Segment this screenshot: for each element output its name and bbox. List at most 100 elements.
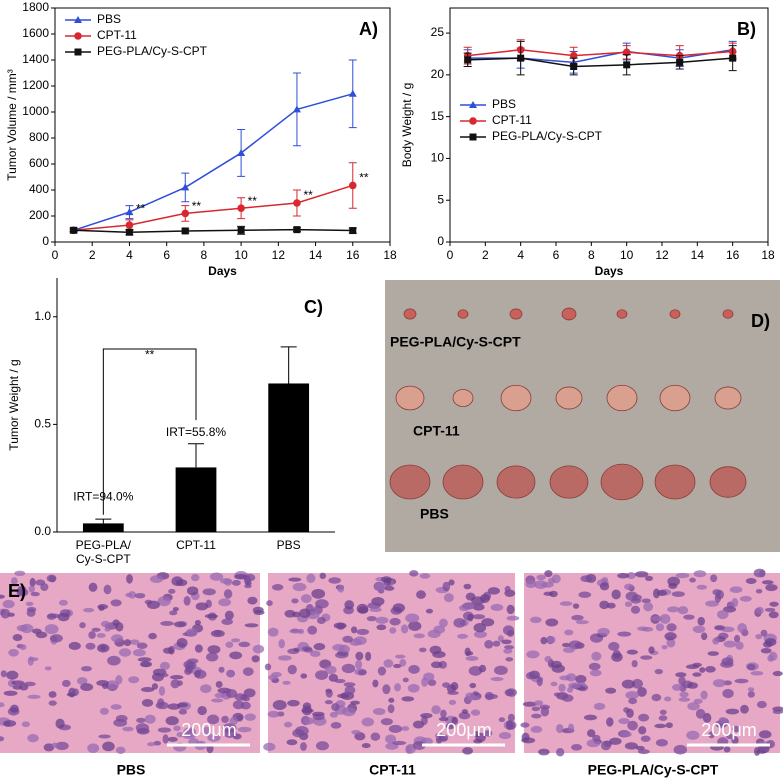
cell bbox=[315, 741, 329, 751]
cell bbox=[157, 698, 165, 708]
cell bbox=[160, 621, 174, 627]
cell bbox=[506, 615, 520, 621]
cell bbox=[671, 683, 683, 691]
cell bbox=[221, 618, 233, 626]
cell bbox=[561, 642, 571, 648]
cell bbox=[536, 574, 546, 581]
cell bbox=[291, 598, 299, 604]
x-tick-label: 18 bbox=[383, 248, 397, 262]
cell bbox=[195, 602, 209, 611]
cell bbox=[425, 608, 434, 614]
x-tick-label: 0 bbox=[447, 248, 454, 262]
cell bbox=[617, 631, 632, 637]
cell bbox=[761, 580, 774, 585]
cell bbox=[568, 682, 582, 689]
cell bbox=[35, 579, 46, 586]
cell bbox=[312, 711, 325, 717]
cell bbox=[6, 670, 19, 680]
cell bbox=[443, 593, 454, 603]
cell bbox=[350, 626, 358, 634]
cell bbox=[408, 664, 420, 674]
cell bbox=[0, 594, 5, 599]
cell bbox=[288, 577, 302, 582]
cell bbox=[442, 581, 451, 592]
cell bbox=[725, 708, 740, 715]
cell bbox=[311, 588, 326, 599]
cell bbox=[722, 688, 734, 699]
cell bbox=[451, 716, 459, 725]
cell bbox=[695, 708, 706, 719]
cell bbox=[87, 743, 100, 753]
cell bbox=[331, 703, 340, 712]
cell bbox=[461, 603, 476, 610]
error-bar bbox=[95, 518, 112, 524]
marker bbox=[469, 117, 477, 125]
cell bbox=[747, 663, 756, 671]
cell bbox=[68, 641, 81, 650]
cell bbox=[380, 718, 393, 726]
x-tick-label: 4 bbox=[126, 248, 133, 262]
cell bbox=[654, 723, 667, 729]
cell bbox=[733, 634, 741, 643]
cell bbox=[272, 584, 284, 591]
cell bbox=[509, 721, 516, 730]
marker bbox=[729, 54, 737, 62]
cell bbox=[222, 723, 237, 733]
legend-label: PBS bbox=[492, 97, 516, 111]
cell bbox=[356, 628, 370, 635]
cell bbox=[110, 634, 124, 643]
y-axis-label: Body Weight / g bbox=[400, 83, 414, 168]
cell bbox=[134, 592, 146, 599]
cell bbox=[218, 666, 225, 673]
cell bbox=[624, 601, 633, 608]
cell bbox=[244, 713, 256, 721]
cell bbox=[278, 639, 285, 649]
cell bbox=[112, 619, 120, 626]
panel-label: D) bbox=[751, 311, 770, 331]
cell bbox=[333, 622, 347, 629]
cell bbox=[609, 737, 622, 745]
cell bbox=[370, 732, 381, 741]
y-tick-label: 400 bbox=[29, 182, 49, 196]
cell bbox=[2, 599, 15, 609]
cell bbox=[431, 705, 441, 715]
cell bbox=[498, 717, 506, 723]
cell bbox=[12, 633, 23, 642]
cell bbox=[606, 717, 614, 727]
cell bbox=[504, 645, 514, 650]
cell bbox=[48, 575, 57, 583]
cell bbox=[387, 704, 395, 714]
cell bbox=[148, 632, 157, 640]
cell bbox=[242, 667, 254, 676]
cell bbox=[666, 638, 676, 648]
cell bbox=[762, 641, 773, 648]
cell bbox=[667, 606, 680, 613]
cell bbox=[286, 739, 298, 746]
marker bbox=[74, 48, 82, 56]
cell bbox=[0, 736, 5, 742]
cell bbox=[756, 700, 767, 709]
cell bbox=[17, 585, 27, 596]
tumor bbox=[561, 307, 577, 321]
cell bbox=[389, 617, 401, 626]
cell bbox=[470, 709, 481, 716]
cell bbox=[683, 614, 695, 620]
cell bbox=[740, 704, 749, 714]
cell bbox=[267, 710, 280, 718]
cell bbox=[402, 677, 409, 683]
cell bbox=[737, 623, 747, 633]
cell bbox=[562, 647, 575, 653]
cell bbox=[251, 655, 260, 663]
cell bbox=[96, 633, 106, 638]
cell bbox=[747, 690, 755, 698]
tumor bbox=[669, 309, 681, 319]
cell bbox=[392, 740, 407, 746]
cell bbox=[621, 731, 632, 738]
cell bbox=[686, 730, 700, 740]
cell bbox=[229, 651, 243, 660]
cell bbox=[105, 680, 119, 690]
cell bbox=[8, 648, 19, 657]
cell bbox=[366, 616, 377, 622]
cell bbox=[522, 701, 537, 707]
cell bbox=[282, 680, 291, 685]
